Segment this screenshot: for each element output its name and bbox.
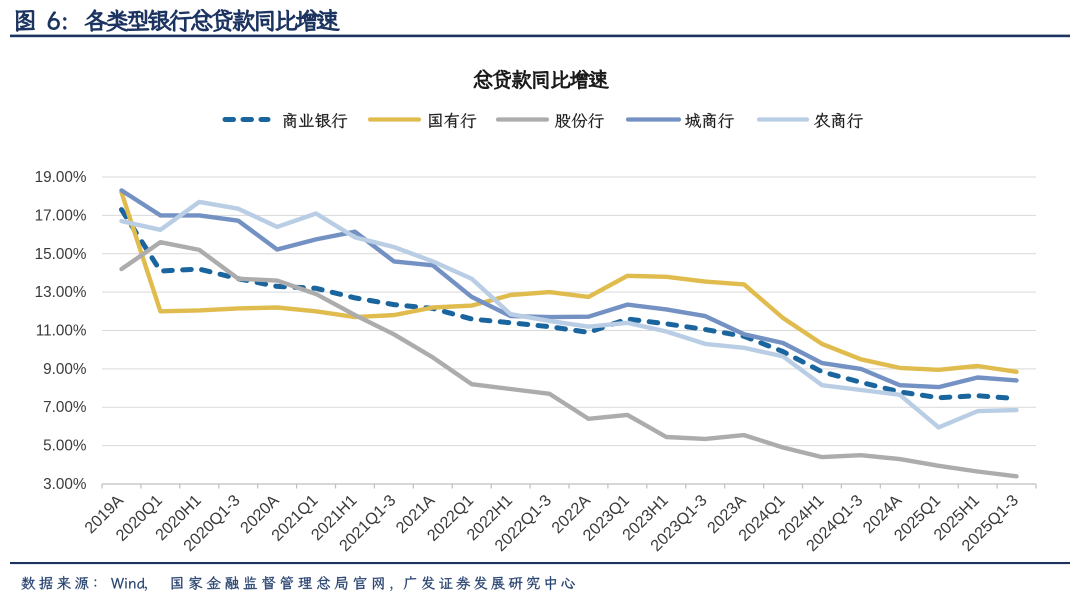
svg-text:9.00%: 9.00% xyxy=(43,361,87,378)
svg-text:17.00%: 17.00% xyxy=(35,207,87,224)
svg-text:7.00%: 7.00% xyxy=(43,399,87,416)
svg-text:5.00%: 5.00% xyxy=(43,438,87,455)
svg-text:11.00%: 11.00% xyxy=(36,323,87,340)
svg-text:3.00%: 3.00% xyxy=(43,476,87,493)
svg-text:15.00%: 15.00% xyxy=(35,246,87,263)
svg-text:19.00%: 19.00% xyxy=(35,169,87,186)
svg-text:13.00%: 13.00% xyxy=(35,284,87,301)
